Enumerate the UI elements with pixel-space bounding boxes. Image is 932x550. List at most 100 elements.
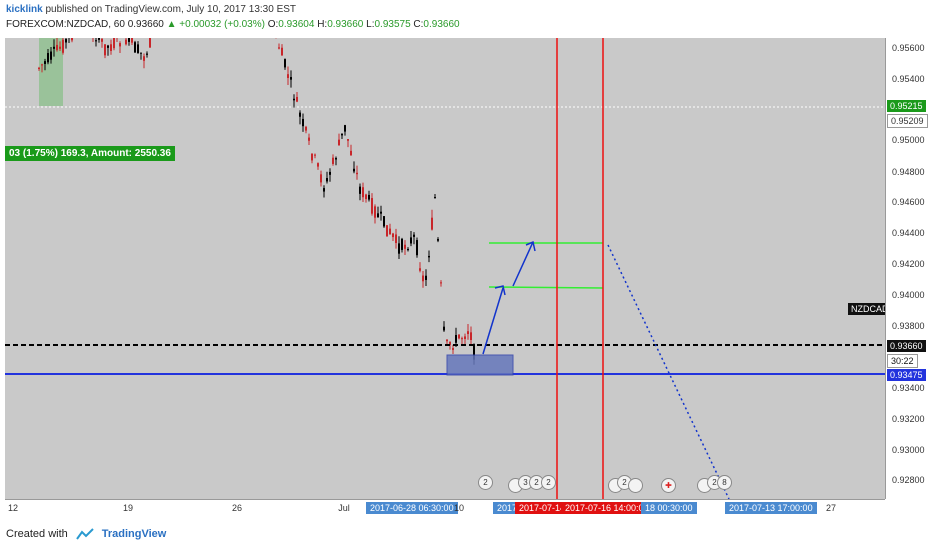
candle-body: [44, 61, 46, 64]
candle-body: [407, 249, 409, 250]
y-tick: 0.94000: [892, 290, 925, 300]
y-tick: 0.95600: [892, 43, 925, 53]
candle-body: [419, 268, 421, 270]
candle-body: [431, 218, 433, 230]
candle-body: [464, 336, 466, 339]
candle-body: [416, 240, 418, 255]
candle-body: [41, 64, 43, 65]
candle-body: [347, 139, 349, 141]
target-line-1[interactable]: [489, 287, 603, 288]
candle-body: [425, 276, 427, 280]
candle-body: [56, 45, 58, 50]
candle-body: [404, 245, 406, 249]
candle-body: [455, 335, 457, 343]
candle-body: [302, 119, 304, 126]
candle-body: [350, 151, 352, 155]
publish-info: kicklink published on TradingView.com, J…: [6, 4, 296, 15]
candle-body: [134, 42, 136, 52]
date-badge-red: 2017-07-16 14:00:00: [561, 502, 653, 514]
projection-arrow-2[interactable]: [513, 242, 533, 286]
candle-body: [101, 39, 103, 42]
chart-pane[interactable]: 03 (1.75%) 169.3, Amount: 2550.36 2 3 2 …: [5, 38, 885, 499]
tradingview-brand-link[interactable]: TradingView: [102, 528, 167, 540]
candle-body: [305, 127, 307, 131]
x-tick: 27: [826, 503, 836, 513]
y-tick: 0.94200: [892, 259, 925, 269]
open-label: O:: [268, 19, 279, 30]
candle-body: [104, 44, 106, 55]
y-tick: 0.93000: [892, 445, 925, 455]
close-label: C:: [413, 19, 423, 30]
candle-body: [356, 173, 358, 174]
candle-body: [299, 113, 301, 117]
low-value: 0.93575: [374, 19, 410, 30]
candle-body: [458, 335, 460, 339]
x-tick: Jul: [338, 503, 350, 513]
candle-body: [398, 243, 400, 253]
candle-body: [392, 234, 394, 238]
author-link[interactable]: kicklink: [6, 4, 43, 15]
y-tick: 0.95000: [892, 135, 925, 145]
event-icon[interactable]: 2: [478, 475, 493, 490]
candle-body: [344, 125, 346, 131]
x-tick: 19: [123, 503, 133, 513]
candle-body: [125, 40, 127, 45]
y-tick: 0.94600: [892, 197, 925, 207]
candle-body: [119, 43, 121, 46]
candle-body: [47, 53, 49, 62]
candle-body: [437, 239, 439, 241]
candle-body: [338, 140, 340, 146]
candle-body: [287, 74, 289, 78]
candle-body: [386, 225, 388, 236]
candle-body: [59, 47, 61, 49]
event-icon[interactable]: 8: [717, 475, 732, 490]
candle-body: [326, 178, 328, 181]
high-label: H:: [317, 19, 327, 30]
candle-body: [293, 99, 295, 101]
time-axis[interactable]: 12 19 26 Jul 2017-06-28 06:30:00 10 2017…: [5, 499, 885, 518]
candle-body: [140, 53, 142, 54]
candle-body: [143, 56, 145, 61]
support-price-badge: 0.93475: [887, 369, 926, 381]
candle-body: [362, 187, 364, 197]
high-value: 0.93660: [327, 19, 363, 30]
candle-body: [383, 216, 385, 226]
candle-body: [131, 38, 133, 43]
symbol-info: FOREXCOM:NZDCAD, 60 0.93660 ▲ +0.00032 (…: [6, 19, 460, 30]
candle-body: [50, 52, 52, 60]
candle-body: [296, 97, 298, 102]
symbol-label: FOREXCOM:NZDCAD, 60: [6, 19, 125, 30]
chart-canvas[interactable]: [5, 38, 885, 499]
candle-body: [110, 44, 112, 51]
canada-flag-icon[interactable]: ✚: [661, 478, 676, 493]
projection-dotted-line[interactable]: [608, 245, 729, 499]
y-tick: 0.93400: [892, 383, 925, 393]
x-tick: 10: [454, 503, 464, 513]
candle-body: [38, 68, 40, 69]
date-badge: 2017-07-13 17:00:00: [725, 502, 817, 514]
candle-body: [317, 163, 319, 166]
flag-icon[interactable]: [628, 478, 643, 493]
candle-body: [149, 38, 151, 47]
candle-body: [440, 282, 442, 283]
candle-body: [413, 235, 415, 237]
date-badge: 2017-06-28 06:30:00: [366, 502, 458, 514]
candle-body: [62, 40, 64, 53]
candle-body: [443, 327, 445, 331]
candle-body: [323, 188, 325, 191]
entry-zone-box[interactable]: [447, 355, 513, 375]
candle-body: [371, 198, 373, 214]
candle-body: [389, 229, 391, 234]
candle-body: [311, 154, 313, 161]
candle-body: [377, 213, 379, 217]
countdown-badge: 30:22: [887, 354, 918, 368]
price-axis[interactable]: 0.95600 0.95400 0.95215 0.95209 0.95000 …: [885, 38, 932, 499]
candle-body: [401, 239, 403, 250]
candle-body: [320, 174, 322, 182]
entry-price-badge: 0.95209: [887, 114, 928, 128]
candle-body: [365, 195, 367, 200]
y-tick: 0.92800: [892, 475, 925, 485]
candle-body: [98, 38, 100, 40]
event-icon[interactable]: 2: [541, 475, 556, 490]
last-price: 0.93660: [128, 19, 164, 30]
